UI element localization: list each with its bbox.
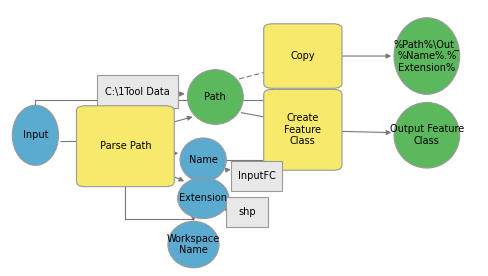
FancyBboxPatch shape: [76, 106, 174, 187]
Ellipse shape: [177, 178, 228, 219]
Ellipse shape: [12, 105, 59, 165]
Text: shp: shp: [238, 207, 255, 217]
Text: Output Feature
Class: Output Feature Class: [389, 124, 463, 146]
Text: Input: Input: [22, 130, 48, 140]
Text: Extension: Extension: [179, 193, 227, 203]
Ellipse shape: [167, 221, 219, 268]
Ellipse shape: [180, 138, 226, 182]
Ellipse shape: [393, 102, 459, 168]
FancyBboxPatch shape: [231, 161, 282, 191]
FancyBboxPatch shape: [97, 75, 177, 108]
FancyBboxPatch shape: [226, 197, 267, 227]
Text: Create
Feature
Class: Create Feature Class: [284, 113, 321, 146]
FancyBboxPatch shape: [263, 24, 341, 88]
FancyBboxPatch shape: [263, 89, 341, 170]
Text: InputFC: InputFC: [237, 171, 275, 181]
Ellipse shape: [393, 18, 459, 94]
Text: Path: Path: [204, 92, 226, 102]
Text: Name: Name: [188, 155, 217, 165]
Text: %Path%\Out_
%Name%.%
Extension%: %Path%\Out_ %Name%.% Extension%: [393, 39, 459, 73]
Text: C:\1Tool Data: C:\1Tool Data: [105, 87, 169, 97]
Text: Workspace
Name: Workspace Name: [166, 234, 220, 255]
Text: Parse Path: Parse Path: [100, 141, 151, 151]
Ellipse shape: [187, 70, 243, 124]
Text: Copy: Copy: [290, 51, 314, 61]
